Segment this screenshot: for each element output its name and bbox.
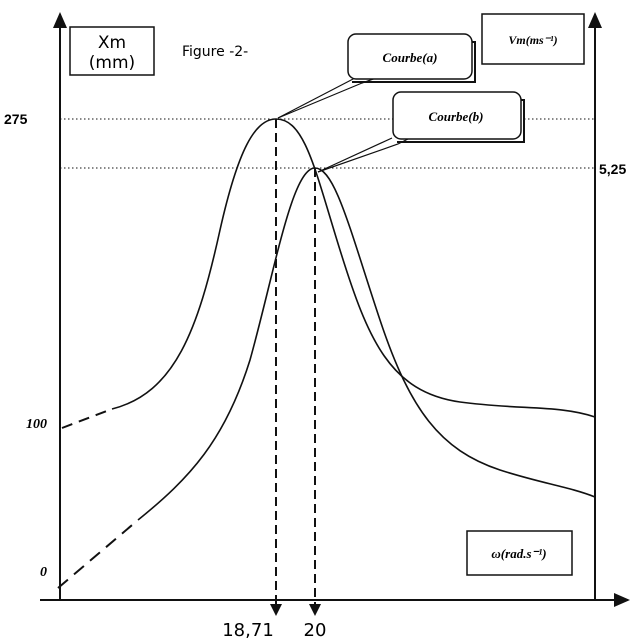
left-tick-100: 100 bbox=[26, 417, 47, 432]
curve-a-dashed-start bbox=[61, 408, 113, 429]
curve-a-label-box bbox=[347, 33, 473, 80]
x-axis-label: ω(rad.s⁻¹) bbox=[491, 546, 546, 561]
curve-a-label-shadow bbox=[352, 41, 476, 83]
right-axis-label-box bbox=[481, 13, 585, 65]
x-tick-18-71: 18,71 bbox=[222, 620, 274, 641]
left-tick-0: 0 bbox=[40, 565, 47, 580]
left-tick-275: 275 bbox=[4, 111, 28, 127]
x-axis-label-box bbox=[466, 530, 573, 576]
right-axis-label: Vm(ms⁻¹) bbox=[508, 33, 557, 47]
curve-a-label: Courbe(a) bbox=[383, 50, 438, 65]
left-axis-label-box bbox=[69, 26, 155, 76]
curve-a-callout-tail-2 bbox=[277, 77, 356, 119]
x-tick-20: 20 bbox=[304, 620, 327, 641]
right-tick-5-25: 5,25 bbox=[599, 161, 626, 177]
left-y-axis-arrow bbox=[53, 12, 67, 28]
x-axis-arrow bbox=[614, 593, 630, 607]
curve-b-callout-tail bbox=[317, 137, 411, 173]
left-axis-label-line2: (mm) bbox=[89, 53, 135, 73]
curve-b-line bbox=[137, 167, 596, 521]
right-y-axis-arrow bbox=[588, 12, 602, 28]
figure-label: Figure -2- bbox=[182, 44, 248, 60]
curve-b-callout-tail-2 bbox=[317, 137, 393, 173]
curve-a-line bbox=[111, 118, 596, 418]
left-axis-label-line1: Xm bbox=[98, 33, 126, 53]
guide-20-arrow bbox=[309, 604, 321, 616]
guide-18-71-arrow bbox=[270, 604, 282, 616]
curve-b-label-shadow bbox=[397, 99, 525, 143]
curve-b-dashed-start bbox=[57, 519, 139, 589]
curve-b-label-box bbox=[392, 91, 522, 140]
curve-b-label: Courbe(b) bbox=[429, 109, 484, 124]
curve-a-callout-tail bbox=[277, 77, 377, 119]
